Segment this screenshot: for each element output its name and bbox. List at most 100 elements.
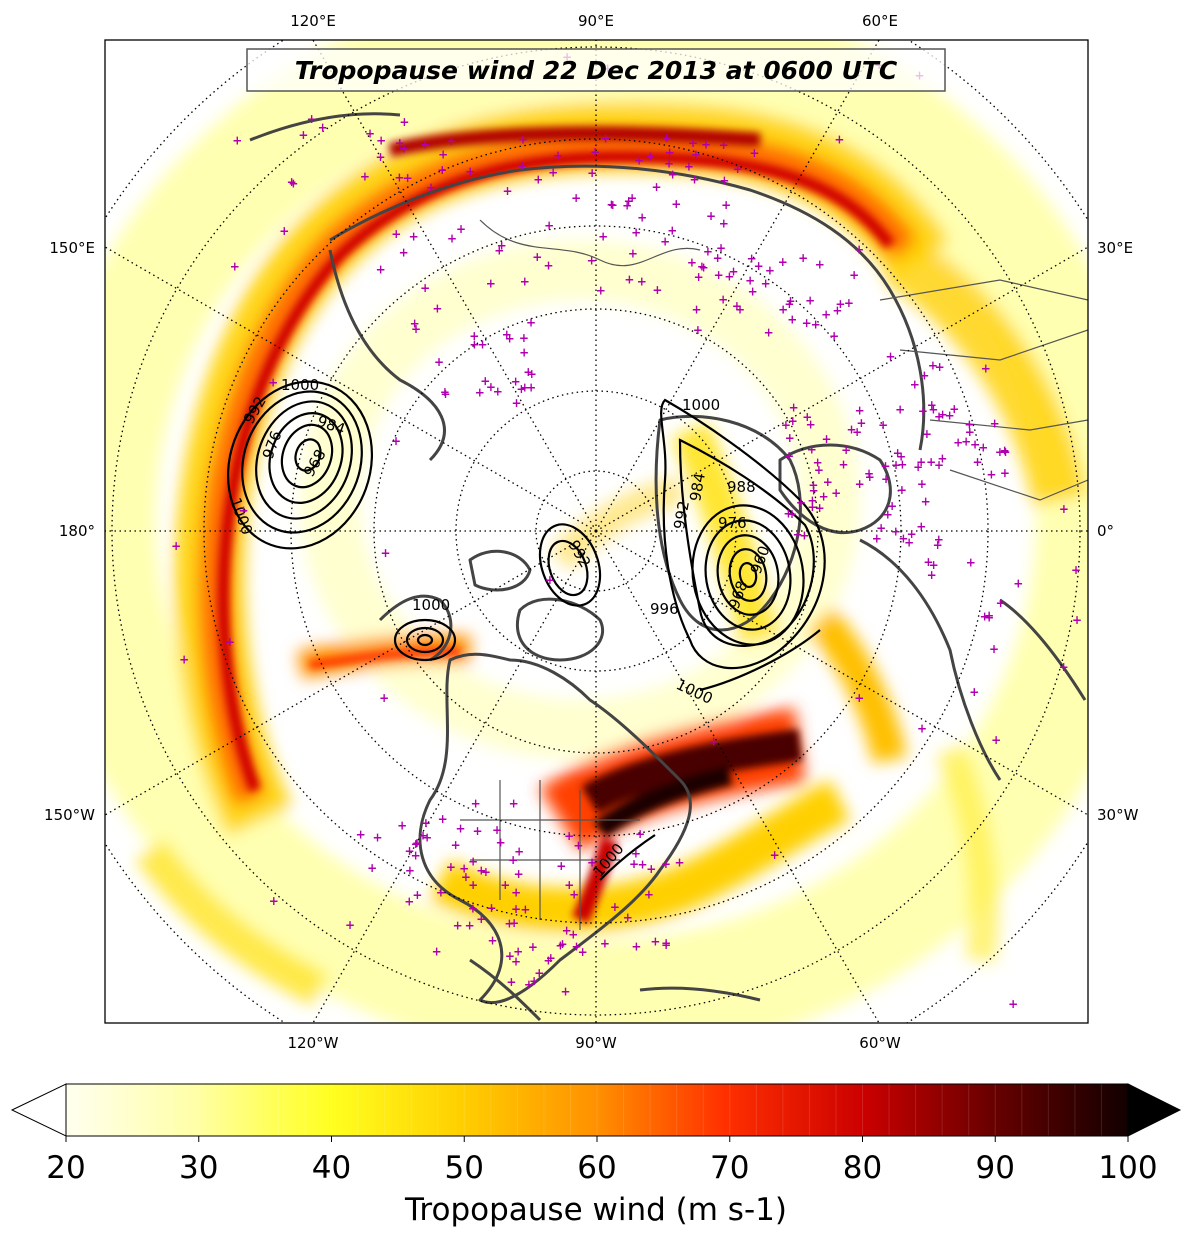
station-marker: + [523, 365, 533, 379]
station-marker: + [179, 653, 189, 667]
station-marker: + [927, 398, 937, 412]
station-marker: + [1071, 563, 1081, 577]
station-marker: + [544, 219, 554, 233]
station-marker: + [476, 864, 486, 878]
station-marker: + [481, 865, 491, 879]
colorbar-tick-label: 50 [445, 1150, 484, 1186]
station-marker: + [688, 136, 698, 150]
station-marker: + [699, 261, 709, 275]
station-marker: + [904, 535, 914, 549]
station-marker: + [926, 455, 936, 469]
station-marker: + [671, 197, 681, 211]
contour-label: 984 [686, 471, 709, 502]
station-marker: + [970, 438, 980, 452]
station-marker: + [807, 500, 817, 514]
station-marker: + [624, 273, 634, 287]
station-marker: + [225, 635, 235, 649]
station-marker: + [878, 418, 888, 432]
station-marker: + [785, 431, 795, 445]
station-marker: + [694, 270, 704, 284]
station-marker: + [496, 836, 506, 850]
contour-label: 1000 [281, 376, 319, 394]
station-marker: + [548, 165, 558, 179]
station-marker: + [573, 838, 583, 852]
station-marker: + [534, 966, 544, 980]
station-marker: + [511, 396, 521, 410]
contour-label: 992 [670, 499, 693, 530]
station-marker: + [897, 458, 907, 472]
wind-field [105, 40, 1088, 1023]
map-frame [104, 39, 1089, 1024]
station-marker: + [623, 911, 633, 925]
station-marker: + [502, 184, 512, 198]
station-marker: + [916, 520, 926, 534]
lon-label-top: 90°E [578, 12, 614, 30]
colorbar-tick-label: 100 [1098, 1150, 1157, 1186]
station-marker: + [492, 823, 502, 837]
station-marker: + [627, 191, 637, 205]
station-marker: + [714, 268, 724, 282]
lon-label-left: 180° [59, 522, 95, 540]
station-marker: + [367, 861, 377, 875]
station-marker: + [526, 315, 536, 329]
station-marker: + [661, 857, 671, 871]
station-marker: + [527, 367, 537, 381]
station-marker: + [844, 296, 854, 310]
station-marker: + [411, 837, 421, 851]
station-marker: + [928, 403, 938, 417]
station-marker: + [598, 230, 608, 244]
station-marker: + [410, 316, 420, 330]
station-marker: + [922, 427, 932, 441]
station-marker: + [665, 146, 675, 160]
station-marker: + [543, 258, 553, 272]
map-title: Tropopause wind 22 Dec 2013 at 0600 UTC [295, 56, 898, 85]
colorbar-extend-min [10, 1083, 67, 1137]
lon-label-right: 0° [1097, 522, 1114, 540]
colorbar-tick-label: 30 [179, 1150, 218, 1186]
station-marker: + [831, 486, 841, 500]
station-marker: + [509, 916, 519, 930]
station-marker: + [964, 418, 974, 432]
station-marker: + [504, 917, 514, 931]
station-marker: + [517, 159, 527, 173]
station-marker: + [881, 472, 891, 486]
station-marker: + [461, 870, 471, 884]
nw-america-low [393, 618, 457, 662]
station-marker: + [379, 691, 389, 705]
station-marker: + [376, 263, 386, 277]
station-marker: + [995, 445, 1005, 459]
station-marker: + [781, 418, 791, 432]
station-marker: + [543, 953, 553, 967]
station-marker: + [748, 285, 758, 299]
station-marker: + [372, 831, 382, 845]
station-marker: + [896, 450, 906, 464]
station-marker: + [823, 475, 833, 489]
station-marker: + [365, 127, 375, 141]
station-marker: + [307, 112, 317, 126]
station-marker: + [622, 198, 632, 212]
station-marker: + [486, 276, 496, 290]
station-marker: + [749, 146, 759, 160]
station-marker: + [472, 824, 482, 838]
station-marker: + [799, 529, 809, 543]
station-marker: + [318, 120, 328, 134]
colorbar-extend-max [1127, 1083, 1182, 1137]
station-marker: + [596, 283, 606, 297]
station-marker: + [356, 827, 366, 841]
station-marker: + [519, 331, 529, 345]
station-marker: + [811, 318, 821, 332]
station-marker: + [927, 568, 937, 582]
station-marker: + [821, 307, 831, 321]
station-marker: + [437, 163, 447, 177]
lon-label-bottom: 120°W [288, 1034, 339, 1052]
station-marker: + [637, 274, 647, 288]
station-marker: + [394, 171, 404, 185]
station-marker: + [991, 733, 1001, 747]
station-marker: + [569, 888, 579, 902]
station-marker: + [511, 902, 521, 916]
station-marker: + [916, 455, 926, 469]
station-marker: + [838, 457, 848, 471]
map-panel: 1000 992 984 976 968 1000 992 984 976 96… [105, 40, 1088, 1023]
station-marker: + [438, 148, 448, 162]
